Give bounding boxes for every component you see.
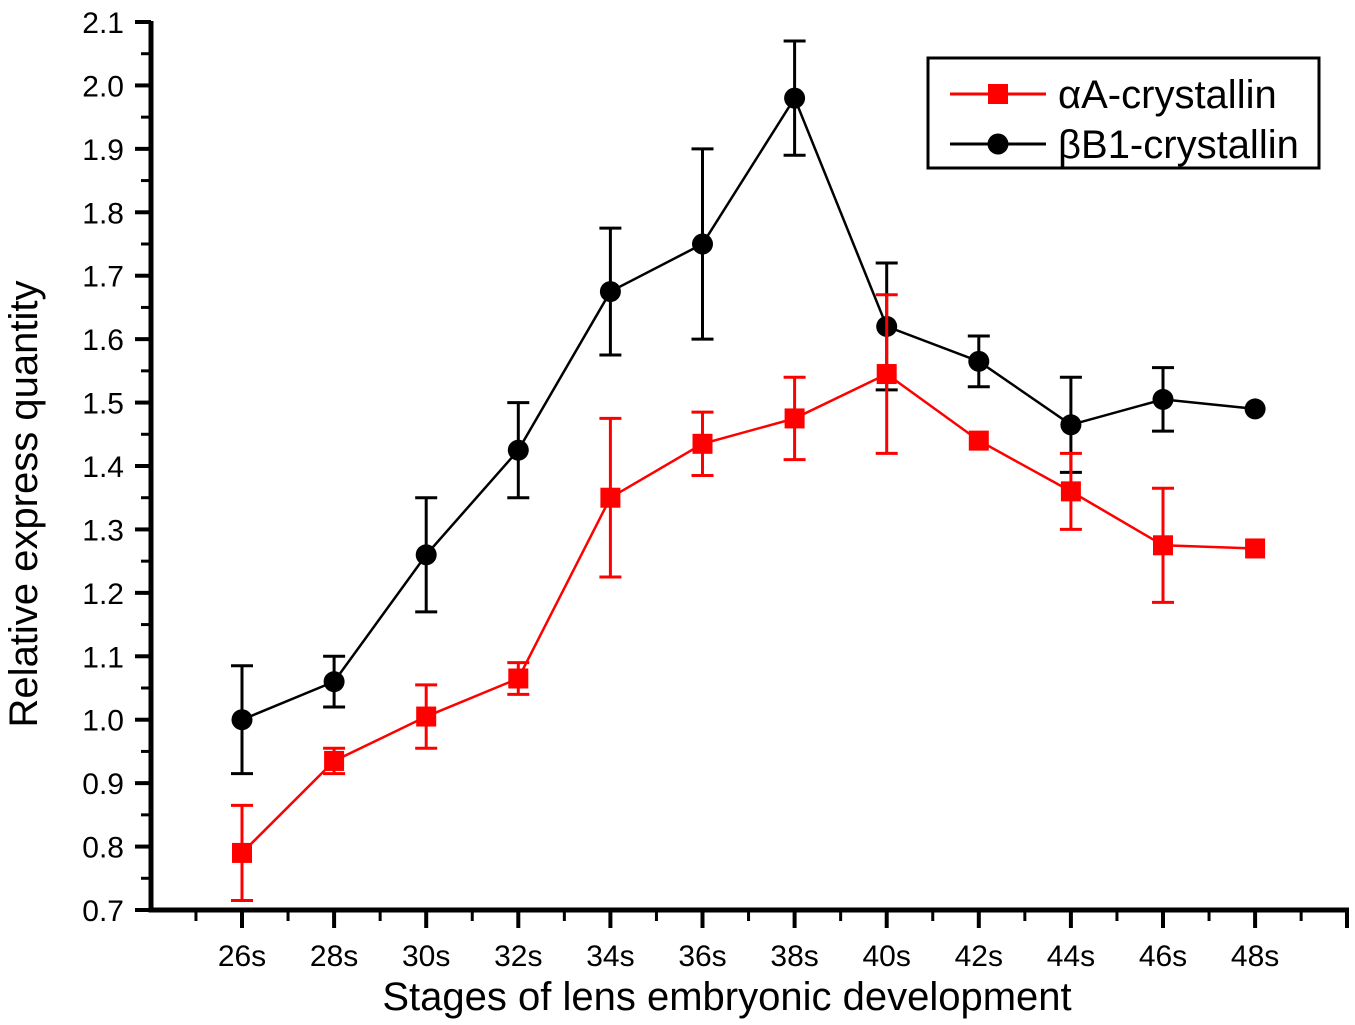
data-point-square <box>324 750 345 771</box>
y-tick-label: 1.2 <box>82 578 124 611</box>
x-tick-label: 26s <box>218 940 266 973</box>
data-point-circle <box>231 709 253 731</box>
series-line <box>241 95 1256 721</box>
y-tick-label: 1.6 <box>82 324 124 357</box>
data-point-circle <box>692 233 713 255</box>
series-line <box>241 372 1256 854</box>
x-tick-label: 32s <box>494 940 542 973</box>
data-point-square <box>600 487 621 508</box>
data-point-square <box>692 433 713 454</box>
legend-entry-betaB1: βB1-crystallin <box>950 123 1299 167</box>
data-point-square <box>876 364 897 385</box>
y-tick-label: 1.9 <box>82 134 124 167</box>
legend-label-alphaA: αA-crystallin <box>1058 73 1277 117</box>
data-point-circle <box>323 671 345 693</box>
legend-square-marker-icon <box>988 84 1008 104</box>
legend-entry-alphaA: αA-crystallin <box>950 73 1277 117</box>
series-αA-crystallin <box>231 293 1266 902</box>
y-axis-title: Relative express quantity <box>2 281 46 728</box>
legend-box <box>926 56 1321 170</box>
x-tick-label: 36s <box>678 940 726 973</box>
data-point-square <box>784 408 805 429</box>
data-point-circle <box>1152 388 1174 410</box>
legend: αA-crystallin βB1-crystallin <box>926 56 1321 170</box>
legend-label-betaB1: βB1-crystallin <box>1058 123 1299 167</box>
data-point-square <box>1060 481 1081 502</box>
data-point-circle <box>1060 414 1082 436</box>
data-point-circle <box>1244 398 1266 420</box>
x-tick-label: 28s <box>310 940 358 973</box>
x-axis-title: Stages of lens embryonic development <box>382 975 1071 1019</box>
data-point-square <box>1153 535 1173 556</box>
x-tick-label: 34s <box>586 940 634 973</box>
y-tick-label: 2.1 <box>82 7 124 40</box>
x-tick-label: 30s <box>402 940 450 973</box>
y-tick-label: 1.1 <box>82 641 124 674</box>
x-tick-label: 38s <box>770 940 818 973</box>
series-βB1-crystallin <box>231 39 1266 776</box>
y-tick-label: 1.3 <box>82 514 124 547</box>
series-layer <box>231 39 1266 902</box>
data-point-circle <box>784 87 806 109</box>
x-tick-label: 40s <box>863 940 911 973</box>
y-tick-label: 0.8 <box>82 832 124 865</box>
y-tick-label: 0.7 <box>82 895 124 928</box>
data-point-square <box>1245 538 1266 559</box>
data-point-square <box>416 706 437 727</box>
x-tick-label: 44s <box>1047 940 1095 973</box>
y-tick-label: 1.8 <box>82 197 124 230</box>
y-tick-label: 1.7 <box>82 261 124 294</box>
data-point-square <box>508 668 529 689</box>
x-tick-label: 46s <box>1139 940 1187 973</box>
x-tick-label: 42s <box>955 940 1003 973</box>
y-tick-label: 0.9 <box>82 768 124 801</box>
data-point-circle <box>415 544 437 566</box>
y-tick-label: 1.5 <box>82 388 124 421</box>
data-point-circle <box>599 281 621 303</box>
data-point-square <box>232 842 252 863</box>
data-point-square <box>968 430 989 451</box>
y-tick-label: 1.0 <box>82 705 124 738</box>
axes: 0.7 0.8 0.9 1.0 1.1 1.2 1.3 1.4 1.5 1.6 1.7 1.8 1.9 2… <box>82 7 1349 973</box>
y-tick-label: 2.0 <box>82 70 124 103</box>
legend-circle-marker-icon <box>987 133 1009 155</box>
x-tick-label: 48s <box>1231 940 1279 973</box>
y-tick-label: 1.4 <box>82 451 124 484</box>
data-point-circle <box>968 350 990 372</box>
data-point-circle <box>507 439 529 461</box>
